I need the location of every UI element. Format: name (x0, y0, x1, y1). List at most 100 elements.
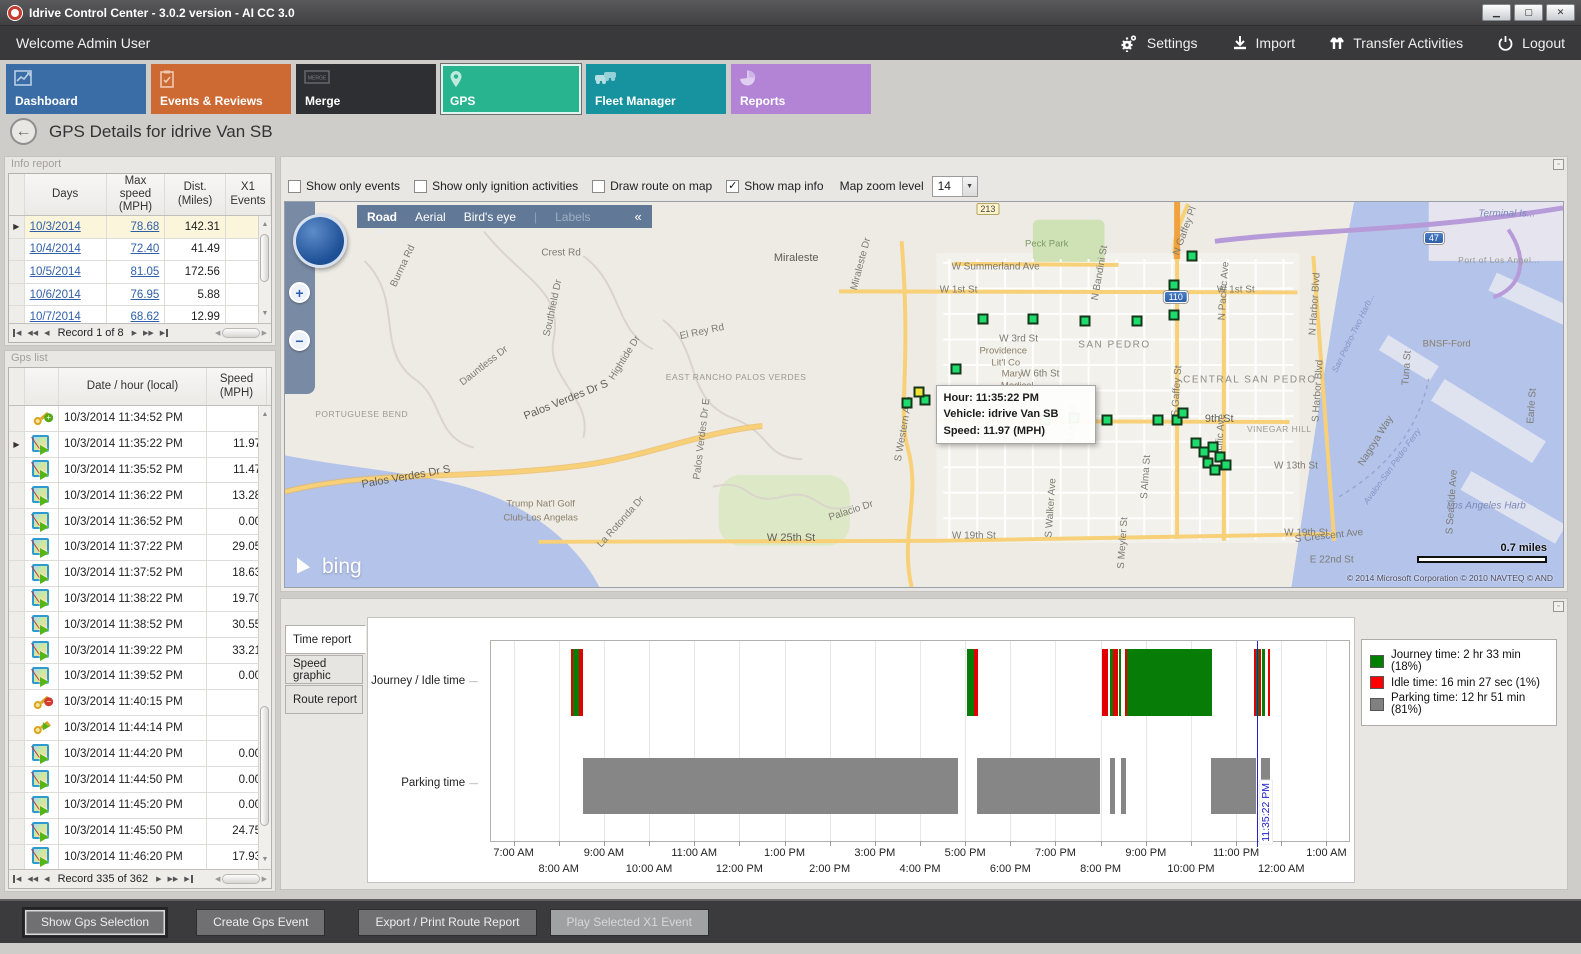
table-row[interactable]: ▶ 10/3/2014 11:35:22 PM 11.97 (9, 431, 271, 458)
pager-hscrollbar[interactable]: ◀ ▶ (215, 874, 267, 884)
table-row[interactable]: 10/3/2014 11:37:22 PM 29.05 (9, 534, 271, 561)
gps-marker-icon[interactable] (1207, 441, 1219, 453)
nav-tab-merge[interactable]: MERGE Merge (296, 64, 436, 114)
gps-marker-icon[interactable] (1202, 457, 1214, 469)
gps-marker-icon[interactable] (1220, 459, 1232, 471)
import-button[interactable]: Import (1232, 35, 1295, 51)
gps-marker-icon[interactable] (919, 394, 931, 406)
table-row[interactable]: 10/3/2014 11:45:50 PM 24.75 (9, 818, 271, 845)
chart-tab-speed-graphic[interactable]: Speed graphic (285, 655, 363, 684)
max-speed-link[interactable]: 81.05 (130, 265, 160, 278)
pan-west-icon[interactable] (301, 236, 311, 246)
pager-prev-icon[interactable]: ◀ (13, 875, 21, 883)
pager-prev-icon[interactable]: ◀ (44, 876, 50, 883)
checkbox-icon[interactable] (288, 179, 301, 193)
settings-button[interactable]: Settings (1119, 34, 1198, 52)
cell-max-speed[interactable]: 81.05 (107, 261, 166, 283)
days-link[interactable]: 10/4/2014 (29, 243, 81, 256)
pan-north-icon[interactable] (315, 222, 325, 232)
scroll-down-icon[interactable]: ▼ (261, 856, 269, 863)
days-link[interactable]: 10/7/2014 (29, 311, 81, 323)
map-zoom-out-button[interactable]: − (289, 330, 310, 351)
checkbox-checked-icon[interactable]: ✓ (726, 179, 740, 193)
logout-button[interactable]: Logout (1497, 35, 1565, 52)
gps-marker-icon[interactable] (1131, 315, 1143, 327)
checkbox-show-only-events[interactable]: Show only events (288, 179, 400, 193)
column-header[interactable]: Speed (MPH) (207, 368, 267, 405)
table-row[interactable]: ▶ 10/3/2014 78.68 142.31 (9, 216, 271, 239)
pager-next-icon[interactable]: ▶ (184, 875, 193, 883)
cell-days[interactable]: 10/7/2014 (25, 306, 107, 323)
nav-tab-fleet-manager[interactable]: Fleet Manager (586, 64, 726, 114)
map-type-labels[interactable]: Labels (555, 209, 591, 224)
pager-next-icon[interactable]: ▶ (160, 329, 169, 337)
table-row[interactable]: 10/7/2014 68.62 12.99 (9, 306, 271, 323)
pager-next-icon[interactable]: ▶ (131, 330, 137, 337)
pager-prev-icon[interactable]: ◀ (44, 330, 50, 337)
pager-next-icon[interactable]: ▶▶ (143, 330, 154, 337)
map-zoom-in-button[interactable]: + (289, 282, 310, 303)
gps-marker-icon[interactable] (1027, 313, 1039, 325)
checkbox-icon[interactable] (592, 179, 606, 193)
gps-marker-icon[interactable] (1186, 250, 1198, 262)
table-row[interactable]: 10/3/2014 11:36:52 PM 0.00 (9, 509, 271, 535)
gps-marker-icon[interactable] (901, 397, 913, 409)
column-header[interactable]: Date / hour (local) (59, 368, 207, 405)
table-row[interactable]: 10/3/2014 11:35:52 PM 11.47 (9, 457, 271, 484)
map-compass-control[interactable] (293, 214, 347, 268)
map-panel-collapse-icon[interactable]: ▫ (1553, 159, 1564, 170)
nav-tab-reports[interactable]: Reports (731, 64, 871, 114)
pager-prev-icon[interactable]: ◀◀ (27, 330, 39, 337)
pan-east-icon[interactable] (329, 236, 339, 246)
map-type-aerial[interactable]: Aerial (415, 209, 446, 224)
scroll-down-icon[interactable]: ▼ (261, 310, 269, 317)
pager-prev-icon[interactable]: ◀ (13, 329, 21, 337)
transfer-button[interactable]: Transfer Activities (1329, 34, 1463, 52)
gps-marker-icon[interactable] (1177, 407, 1189, 419)
table-row[interactable]: 10/3/2014 11:37:52 PM 18.63 (9, 560, 271, 587)
checkbox-show-map-info[interactable]: ✓ Show map info (726, 179, 824, 193)
table-row[interactable]: 10/3/2014 11:36:22 PM 13.28 (9, 483, 271, 510)
table-row[interactable]: 10/3/2014 11:44:50 PM 0.00 (9, 767, 271, 793)
gps-marker-icon[interactable] (1190, 437, 1202, 449)
export-print-route-report-button[interactable]: Export / Print Route Report (358, 908, 537, 936)
table-row[interactable]: 10/3/2014 11:45:20 PM 0.00 (9, 792, 271, 819)
close-button[interactable]: ✕ (1546, 4, 1575, 21)
back-button[interactable]: ← (10, 118, 37, 145)
days-link[interactable]: 10/3/2014 (29, 220, 81, 233)
pager-prev-icon[interactable]: ◀◀ (27, 876, 39, 883)
table-row[interactable]: 10/6/2014 76.95 5.88 (9, 283, 271, 307)
scrollbar-thumb[interactable] (260, 234, 269, 282)
checkbox-draw-route-on-map[interactable]: Draw route on map (592, 179, 712, 193)
gps-marker-icon[interactable] (1168, 309, 1180, 321)
days-link[interactable]: 10/5/2014 (29, 265, 81, 278)
cell-days[interactable]: 10/3/2014 (25, 216, 107, 238)
table-vscrollbar[interactable]: ▲ ▼ (258, 406, 271, 869)
cell-max-speed[interactable]: 72.40 (107, 238, 166, 261)
pager-hscrollbar[interactable]: ◀ ▶ (215, 328, 267, 338)
chart-tab-route-report[interactable]: Route report (285, 685, 363, 714)
minimize-button[interactable]: ▁ (1482, 4, 1511, 21)
table-row[interactable]: 10/4/2014 72.40 41.49 (9, 238, 271, 262)
show-gps-selection-button[interactable]: Show Gps Selection (24, 908, 167, 936)
max-speed-link[interactable]: 78.68 (130, 220, 160, 233)
nav-tab-events-reviews[interactable]: Events & Reviews (151, 64, 291, 114)
current-gps-marker-icon[interactable] (913, 386, 925, 398)
table-row[interactable]: +10/3/2014 11:34:52 PM (9, 406, 271, 432)
table-row[interactable]: −10/3/2014 11:40:15 PM (9, 689, 271, 716)
cell-days[interactable]: 10/4/2014 (25, 238, 107, 261)
maximize-button[interactable]: ▢ (1514, 4, 1543, 21)
table-row[interactable]: 10/3/2014 11:44:20 PM 0.00 (9, 741, 271, 768)
scrollbar-thumb[interactable] (260, 706, 269, 826)
gps-marker-icon[interactable] (950, 363, 962, 375)
chart-tab-time-report[interactable]: Time report (285, 625, 366, 654)
collapse-chevrons-icon[interactable]: « (634, 209, 642, 224)
gps-marker-icon[interactable] (1171, 414, 1183, 426)
map-type-bird-s-eye[interactable]: Bird's eye (463, 209, 516, 224)
pager-next-icon[interactable]: ▶▶ (167, 876, 179, 883)
map-zoom-select[interactable]: 14 ▼ (931, 175, 978, 197)
chart-panel-collapse-icon[interactable]: ▫ (1553, 601, 1564, 612)
column-header[interactable]: X1 Events (226, 174, 271, 215)
column-header[interactable]: Dist. (Miles) (165, 174, 226, 215)
nav-tab-dashboard[interactable]: Dashboard (6, 64, 146, 114)
